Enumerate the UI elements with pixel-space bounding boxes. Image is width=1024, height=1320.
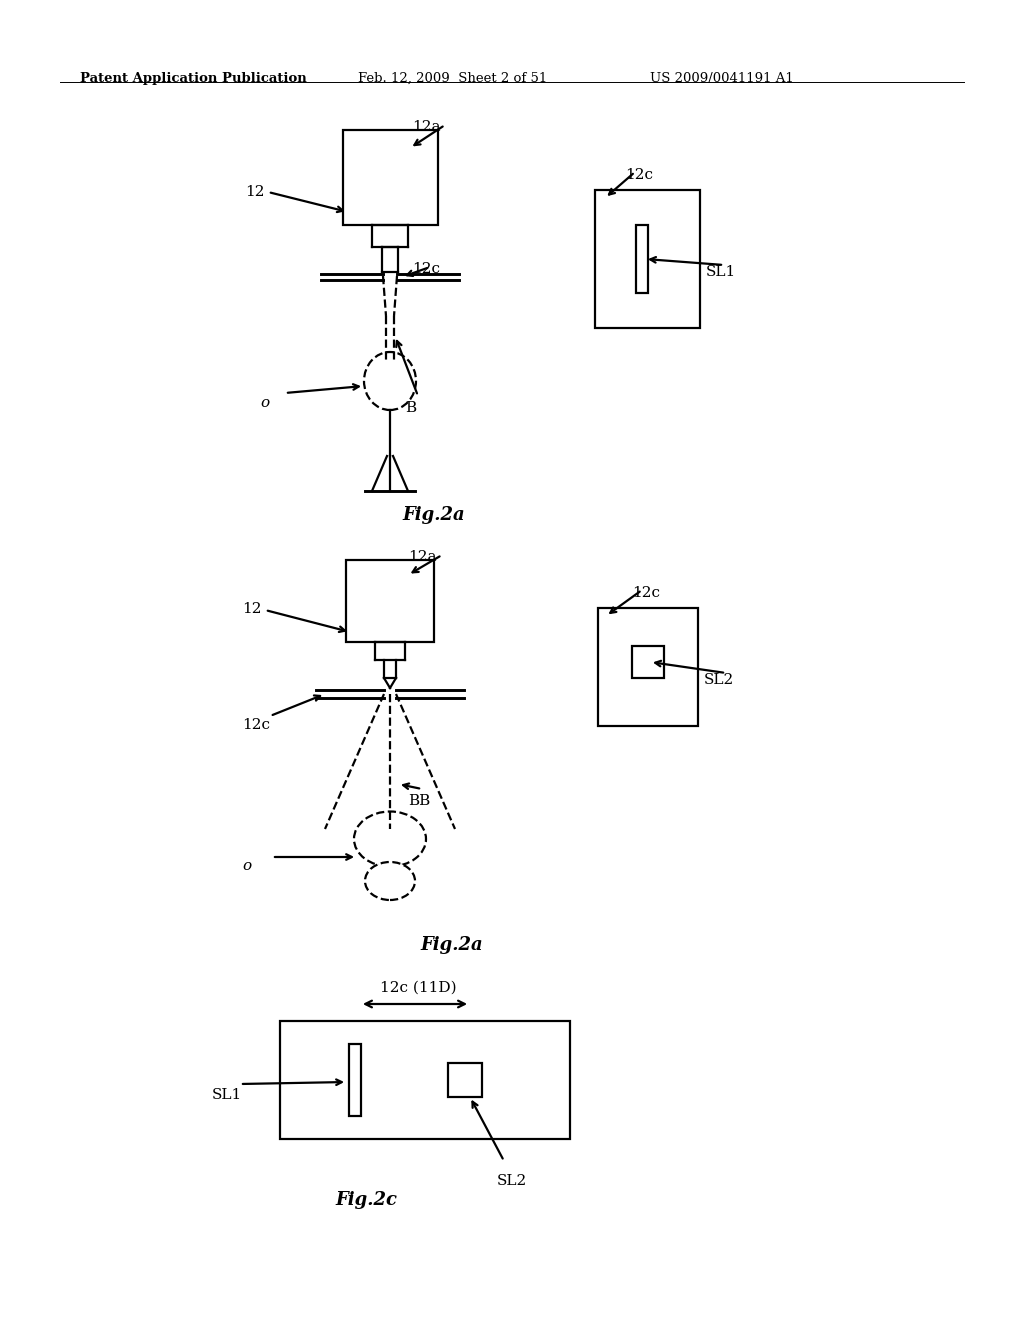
Text: 12c (11D): 12c (11D) <box>380 981 457 995</box>
Text: o: o <box>242 859 251 873</box>
Bar <box>598 609 698 726</box>
Text: SL1: SL1 <box>212 1088 243 1102</box>
Text: Fig.2a: Fig.2a <box>402 506 465 524</box>
Text: Fig.2a: Fig.2a <box>420 936 482 954</box>
Text: B: B <box>406 401 416 414</box>
Text: 12c: 12c <box>412 261 440 276</box>
Text: SL1: SL1 <box>706 265 736 279</box>
Text: 12c: 12c <box>632 586 660 601</box>
Text: 12: 12 <box>242 602 261 616</box>
Text: 12a: 12a <box>408 550 436 564</box>
Ellipse shape <box>364 352 416 411</box>
Ellipse shape <box>365 862 415 900</box>
Text: 12c: 12c <box>625 168 653 182</box>
Bar <box>280 1020 570 1139</box>
Text: BB: BB <box>408 795 430 808</box>
Text: 12c: 12c <box>242 718 270 733</box>
Bar <box>636 224 648 293</box>
Text: SL2: SL2 <box>705 673 734 686</box>
Bar <box>349 1044 361 1115</box>
Text: Feb. 12, 2009  Sheet 2 of 51: Feb. 12, 2009 Sheet 2 of 51 <box>358 73 547 84</box>
Text: 12a: 12a <box>412 120 440 135</box>
Bar <box>343 129 438 224</box>
Text: o: o <box>260 396 269 411</box>
Text: SL2: SL2 <box>497 1173 527 1188</box>
Text: Fig.2c: Fig.2c <box>335 1191 397 1209</box>
Text: Patent Application Publication: Patent Application Publication <box>80 73 307 84</box>
Bar <box>632 645 664 678</box>
Text: 12: 12 <box>245 185 264 199</box>
Ellipse shape <box>354 812 426 866</box>
Bar <box>449 1063 482 1097</box>
Text: US 2009/0041191 A1: US 2009/0041191 A1 <box>650 73 794 84</box>
Bar <box>346 560 434 642</box>
Bar <box>595 190 700 327</box>
